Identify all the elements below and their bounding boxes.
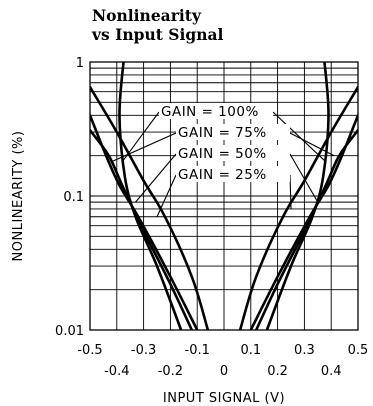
x-tick-label: 0.3 (294, 343, 315, 358)
chart-annotations: GAIN = 100% GAIN = 75% GAIN = 50% GAIN = 25… (111, 103, 335, 217)
x-tick-label: 0.4 (321, 364, 342, 379)
x-tick-label: -0.2 (158, 364, 183, 379)
annotation-leader-left (111, 132, 177, 163)
annotation-leader-right (289, 174, 292, 210)
y-axis-label: NONLINEARITY (%) (11, 131, 26, 262)
x-tick-label: -0.4 (104, 364, 129, 379)
chart-title-line-1: Nonlinearity (92, 6, 202, 25)
x-tick-label: 0.2 (267, 364, 288, 379)
chart-title-line-2: vs Input Signal (91, 25, 224, 44)
annotation-leader-right (289, 132, 335, 157)
annotation-leader-left (156, 174, 177, 217)
annotation-label: GAIN = 50% (178, 146, 267, 162)
annotation-leader-right (289, 153, 319, 203)
chart-curves (90, 62, 358, 330)
annotation-label-background (176, 124, 290, 140)
annotation-label: GAIN = 75% (178, 125, 267, 141)
x-tick-label: -0.1 (185, 343, 210, 358)
x-tick-label: 0.5 (348, 343, 369, 358)
series-curve-3-left (90, 114, 199, 330)
annotation-label-background (176, 145, 290, 161)
x-tick-label: 0.1 (240, 343, 261, 358)
annotation-leader-left (135, 153, 177, 203)
x-tick-label: -0.3 (131, 343, 156, 358)
annotation-leader-left (121, 111, 160, 163)
y-tick-label: 0.1 (63, 190, 84, 205)
series-curve-3-right (249, 114, 358, 330)
annotation-label: GAIN = 100% (161, 104, 259, 120)
y-tick-label: 0.01 (55, 324, 84, 339)
annotation-label-background (176, 166, 290, 182)
series-curve-4-right (238, 85, 358, 330)
x-tick-label: 0 (220, 364, 228, 379)
annotation-label: GAIN = 25% (178, 167, 267, 183)
series-curve-4-left (90, 85, 210, 330)
x-axis-label: INPUT SIGNAL (V) (163, 391, 285, 406)
plot-frame (89, 61, 359, 331)
x-tick-label: -0.5 (77, 343, 102, 358)
annotation-label-background (159, 103, 273, 119)
y-tick-label: 1 (76, 56, 84, 71)
annotation-leader-right (272, 111, 327, 163)
tick-labels: -0.5 -0.3 -0.1 0.1 0.3 0.5 -0.4 -0.2 0 0.2 0.4 1 0.1… (55, 56, 368, 379)
